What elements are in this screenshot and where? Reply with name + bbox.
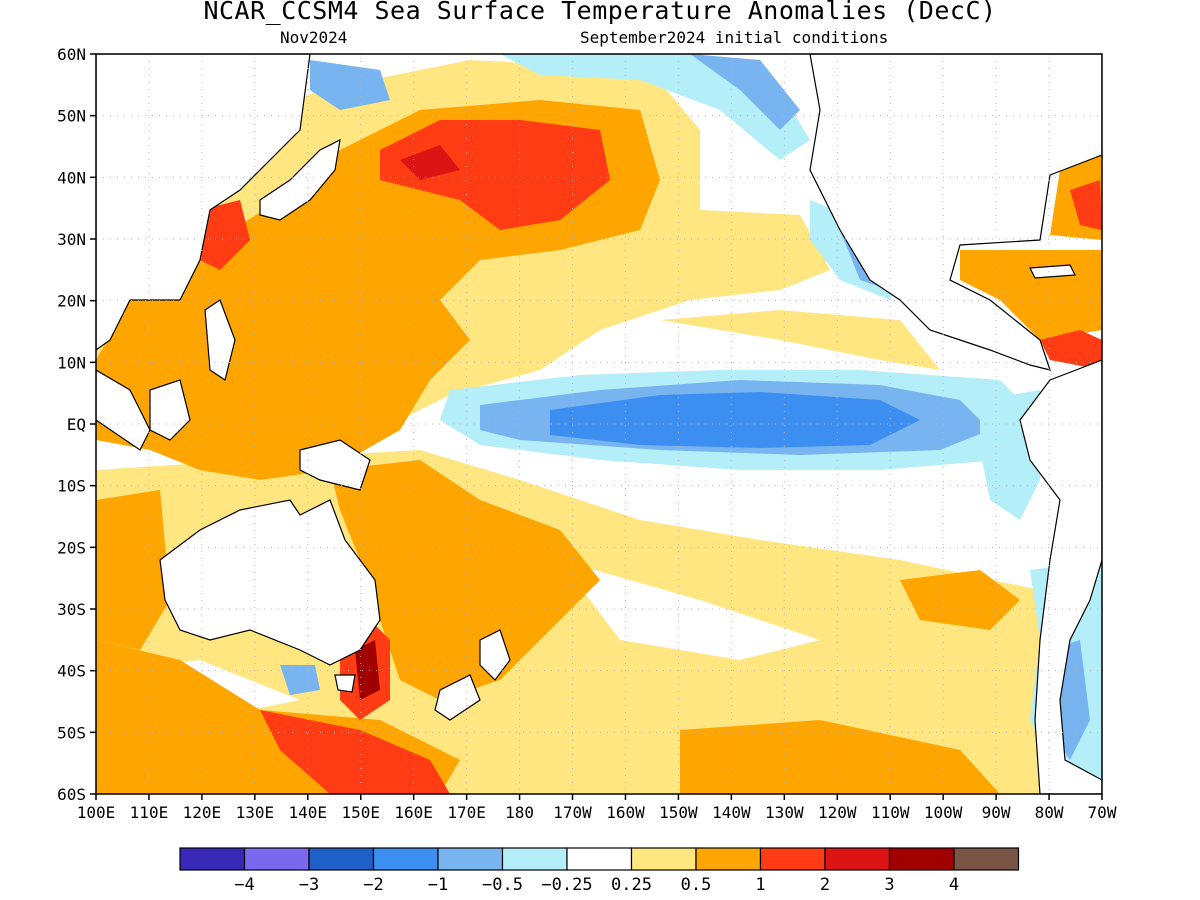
lon-tick-label: 170W xyxy=(553,803,592,822)
colorbar-tick-label: −1 xyxy=(428,875,448,895)
lon-tick-label: 150W xyxy=(659,803,698,822)
south-america-landmass xyxy=(1019,359,1102,794)
lat-tick-label: 40S xyxy=(57,662,86,681)
lat-tick-label: 30S xyxy=(57,600,86,619)
colorbar-swatch xyxy=(372,847,439,871)
forecast-month: Nov2024 xyxy=(280,28,348,47)
anomaly-region-strong-warm-southern xyxy=(260,710,450,794)
anomaly-region-cool-north-pacific xyxy=(690,54,800,130)
map-title: NCAR_CCSM4 Sea Surface Temperature Anoma… xyxy=(203,0,997,25)
land-masses xyxy=(96,54,1102,794)
colorbar-swatch xyxy=(243,847,310,871)
colorbar-swatch xyxy=(953,847,1020,871)
colorbar-swatch xyxy=(695,847,762,871)
lon-tick-label: 140W xyxy=(712,803,751,822)
anomaly-region-moderate-warm-south-east xyxy=(680,720,1000,794)
new-guinea-landmass xyxy=(299,439,371,491)
sumatra-landmass xyxy=(96,369,151,451)
anomaly-region-light-warm-east xyxy=(660,310,940,370)
anomaly-region-strong-warm-gulf-stream xyxy=(1070,180,1102,230)
lat-tick-label: EQ xyxy=(67,415,86,434)
lon-tick-label: 70W xyxy=(1088,803,1117,822)
lon-tick-label: 180 xyxy=(505,803,534,822)
lat-tick-label: 50S xyxy=(57,723,86,742)
lat-tick-label: 50N xyxy=(57,107,86,126)
anomaly-region-light-warm-ne xyxy=(690,225,830,280)
colorbar-swatch xyxy=(308,847,375,871)
lon-tick-label: 100E xyxy=(77,803,116,822)
anomaly-region-moderate-warm-se-pacific xyxy=(900,570,1020,630)
colorbar-swatch xyxy=(759,847,826,871)
anomaly-region-cool-south-australia xyxy=(280,665,320,695)
anomaly-region-moderate-warm-australia-west xyxy=(96,490,170,650)
lon-tick-label: 120E xyxy=(183,803,222,822)
colorbar-swatch xyxy=(179,847,246,871)
lon-tick-label: 110E xyxy=(130,803,169,822)
colorbar-tick-label: 0.5 xyxy=(681,875,712,895)
lon-tick-label: 140E xyxy=(289,803,328,822)
anomaly-region-very-strong-warm-kuroshio xyxy=(400,145,460,180)
init-conditions: September2024 initial conditions xyxy=(580,28,889,47)
colorbar-tick-label: 4 xyxy=(949,875,959,895)
colorbar-swatch xyxy=(501,847,568,871)
latitude-axis: 60N 50N 40N 30N 20N 10N EQ 10S 20S 30S 40S 50S 60S xyxy=(57,45,96,804)
lon-tick-label: 160W xyxy=(606,803,645,822)
lat-tick-label: 20S xyxy=(57,538,86,557)
lon-tick-label: 160E xyxy=(394,803,433,822)
colorbar-tick-label: −3 xyxy=(299,875,319,895)
north-america-landmass xyxy=(809,54,1102,371)
new-zealand-north-landmass xyxy=(479,629,511,681)
lon-tick-label: 130W xyxy=(765,803,804,822)
colorbar-tick-label: 2 xyxy=(820,875,830,895)
lon-tick-label: 130E xyxy=(236,803,275,822)
colorbar-swatch xyxy=(630,847,697,871)
philippines-landmass xyxy=(204,299,236,381)
lon-tick-label: 90W xyxy=(982,803,1011,822)
colorbar-swatch xyxy=(566,847,633,871)
anomaly-region-strong-cool-equatorial xyxy=(550,392,920,448)
lat-tick-label: 10N xyxy=(57,353,86,372)
cuba-landmass xyxy=(1029,264,1076,279)
colorbar-tick-label: 0.25 xyxy=(611,875,652,895)
anomaly-region-very-strong-warm-east-australia xyxy=(355,640,380,700)
colorbar-tick-label: 1 xyxy=(755,875,765,895)
grid xyxy=(96,54,1102,794)
lon-tick-label: 80W xyxy=(1035,803,1064,822)
asia-landmass xyxy=(96,54,311,351)
australia-landmass xyxy=(159,499,381,666)
colorbar-tick-label: −2 xyxy=(363,875,383,895)
borneo-landmass xyxy=(149,379,191,441)
lon-tick-label: 150E xyxy=(341,803,380,822)
lat-tick-label: 60S xyxy=(57,785,86,804)
anomaly-region-moderate-warm-south-pacific xyxy=(330,460,600,700)
lon-tick-label: 120W xyxy=(818,803,857,822)
colorbar-tick-label: −0.25 xyxy=(541,875,592,895)
lat-tick-label: 10S xyxy=(57,477,86,496)
lat-tick-label: 60N xyxy=(57,45,86,64)
anomaly-region-cool-okhotsk xyxy=(310,60,390,110)
colorbar-swatch xyxy=(888,847,955,871)
lon-tick-label: 100W xyxy=(924,803,963,822)
longitude-axis: 100E 110E 120E 130E 140E 150E 160E 170E 180 170W 1… xyxy=(77,794,1117,822)
anomaly-region-strong-warm-japan-sea xyxy=(200,200,250,270)
colorbar-swatch xyxy=(824,847,891,871)
anomaly-region-strong-warm-caribbean xyxy=(1040,330,1102,370)
lon-tick-label: 170E xyxy=(447,803,486,822)
japan-landmass xyxy=(259,138,341,221)
colorbar-swatch xyxy=(437,847,504,871)
colorbar-tick-label: 3 xyxy=(884,875,894,895)
colorbar-tick-label: −4 xyxy=(234,875,254,895)
new-zealand-south-landmass xyxy=(434,674,481,721)
anomaly-region-light-warm-south xyxy=(96,450,1102,794)
tasmania-landmass xyxy=(334,674,356,693)
lat-tick-label: 20N xyxy=(57,292,86,311)
colorbar: −4 −3 −2 −1 −0.5 −0.25 0.25 0.5 1 2 3 4 xyxy=(179,847,1020,895)
lat-tick-label: 30N xyxy=(57,230,86,249)
lon-tick-label: 110W xyxy=(871,803,910,822)
lat-tick-label: 40N xyxy=(57,168,86,187)
colorbar-tick-label: −0.5 xyxy=(482,875,523,895)
